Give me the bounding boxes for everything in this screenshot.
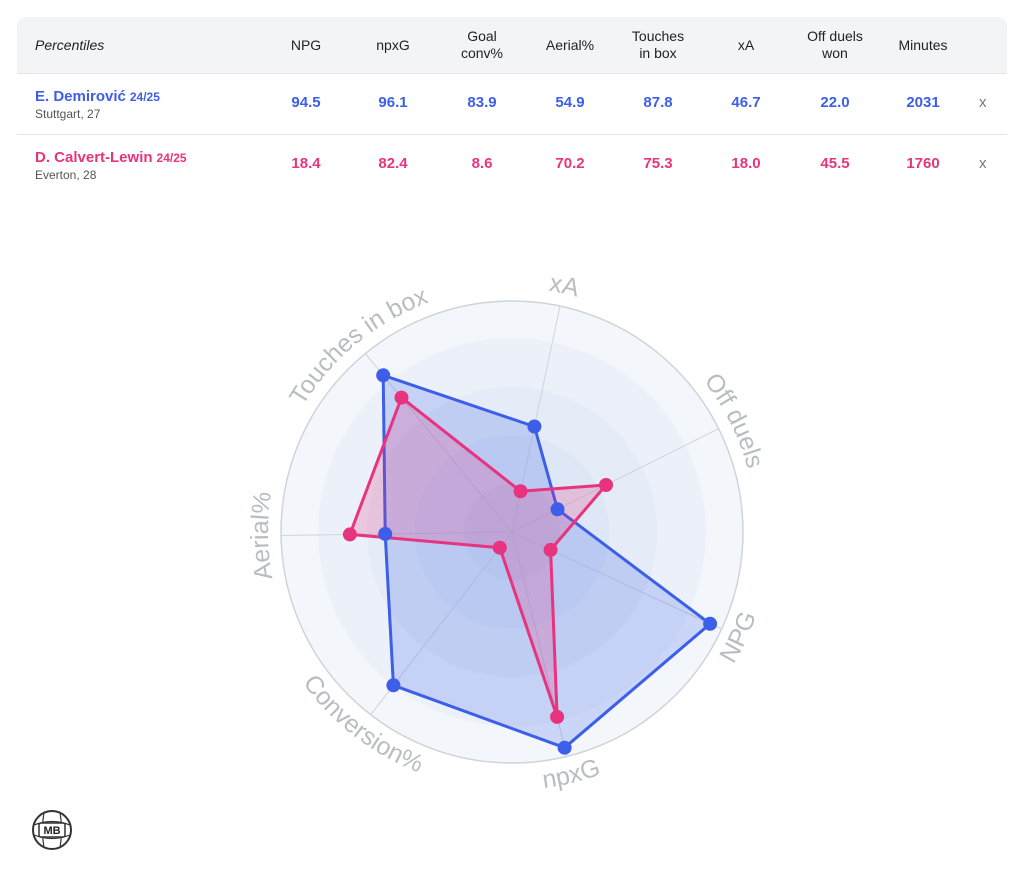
axis-label-text: xA [547,269,582,303]
header-goal-conv: Goal conv% [460,28,504,61]
cell-minutes: 1760 [906,155,940,172]
header-npg: NPG [290,36,322,53]
radar-outer-ring [280,300,744,764]
header-npxg: npxG [376,36,410,53]
player-name: D. Calvert-Lewin 24/25 [35,149,187,166]
axis-label: Aerial% [246,490,278,582]
series-point-2 [513,484,528,499]
cell-npg: 18.4 [291,155,321,172]
cell-npg: 94.5 [291,94,321,111]
series-point-1 [527,419,542,434]
remove-player-button[interactable]: x [979,94,987,111]
percentile-table: Percentiles NPG npxG Goal conv% Aerial% … [17,17,1007,195]
cell-xa: 18.0 [731,155,761,172]
cell-aerial: 54.9 [555,94,585,111]
cell-off-duels-won: 45.5 [820,155,850,172]
mb-logo-icon: MB [32,810,72,850]
series-point-2 [550,709,565,724]
series-point-1 [378,526,393,541]
series-point-2 [342,527,357,542]
cell-goal-conv: 8.6 [471,155,493,172]
player-season: 24/25 [129,90,160,104]
radar-spoke [511,428,719,533]
cell-goal-conv: 83.9 [467,94,497,111]
header-percentiles: Percentiles [35,36,105,53]
remove-player-button[interactable]: x [979,155,987,172]
cell-touches-in-box: 87.8 [643,94,673,111]
header-aerial: Aerial% [545,36,595,53]
series-point-1 [386,678,401,693]
player-name-text: D. Calvert-Lewin [35,149,153,166]
series-point-2 [394,390,409,405]
cell-minutes: 2031 [906,94,940,111]
series-point-1 [703,616,718,631]
header-minutes: Minutes [898,36,948,53]
logo-text: MB [43,825,60,837]
series-point-1 [376,368,391,383]
player-name-text: E. Demirović [35,88,126,105]
player-season: 24/25 [156,151,187,165]
header-xa: xA [737,36,755,53]
cell-aerial: 70.2 [555,155,585,172]
radar-spoke [364,353,513,533]
series-area-2 [348,396,608,719]
header-touches-in-box: Touches in box [631,28,685,61]
cell-off-duels-won: 22.0 [820,94,850,111]
header-off-duels-won: Off duels won [807,28,863,61]
axis-label: xA [547,269,582,303]
cell-npxg: 82.4 [378,155,408,172]
table-header: Percentiles NPG npxG Goal conv% Aerial% … [17,17,1007,74]
series-point-2 [492,540,507,555]
cell-touches-in-box: 75.3 [643,155,673,172]
series-point-1 [550,502,565,517]
series-point-1 [557,740,572,755]
series-point-2 [599,478,613,492]
player-club-age: Everton, 28 [35,168,97,182]
series-area-1 [381,373,712,750]
table-row: E. Demirović 24/25 Stuttgart, 27 94.5 96.… [17,73,1007,135]
cell-xa: 46.7 [731,94,761,111]
radar-spoke [281,531,513,536]
cell-npxg: 96.1 [378,94,408,111]
player-club-age: Stuttgart, 27 [35,107,101,121]
series-point-2 [543,542,558,557]
table-row: D. Calvert-Lewin 24/25 Everton, 28 18.4 8… [17,134,1007,195]
axis-label-text: Aerial% [246,490,278,582]
player-name: E. Demirović 24/25 [35,88,160,105]
